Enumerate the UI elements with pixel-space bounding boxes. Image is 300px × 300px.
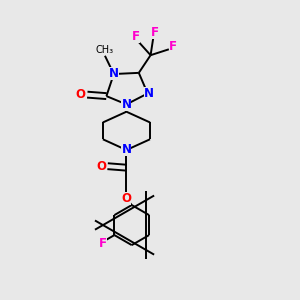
Text: CH₃: CH₃ <box>96 46 114 56</box>
Text: N: N <box>144 87 154 100</box>
Text: F: F <box>99 237 107 250</box>
Text: F: F <box>132 30 140 44</box>
Text: N: N <box>109 67 119 80</box>
Text: N: N <box>122 98 131 111</box>
Text: O: O <box>97 160 107 173</box>
Text: F: F <box>169 40 177 53</box>
Text: N: N <box>122 143 131 157</box>
Text: F: F <box>151 26 159 39</box>
Text: O: O <box>76 88 86 101</box>
Text: O: O <box>122 192 131 205</box>
